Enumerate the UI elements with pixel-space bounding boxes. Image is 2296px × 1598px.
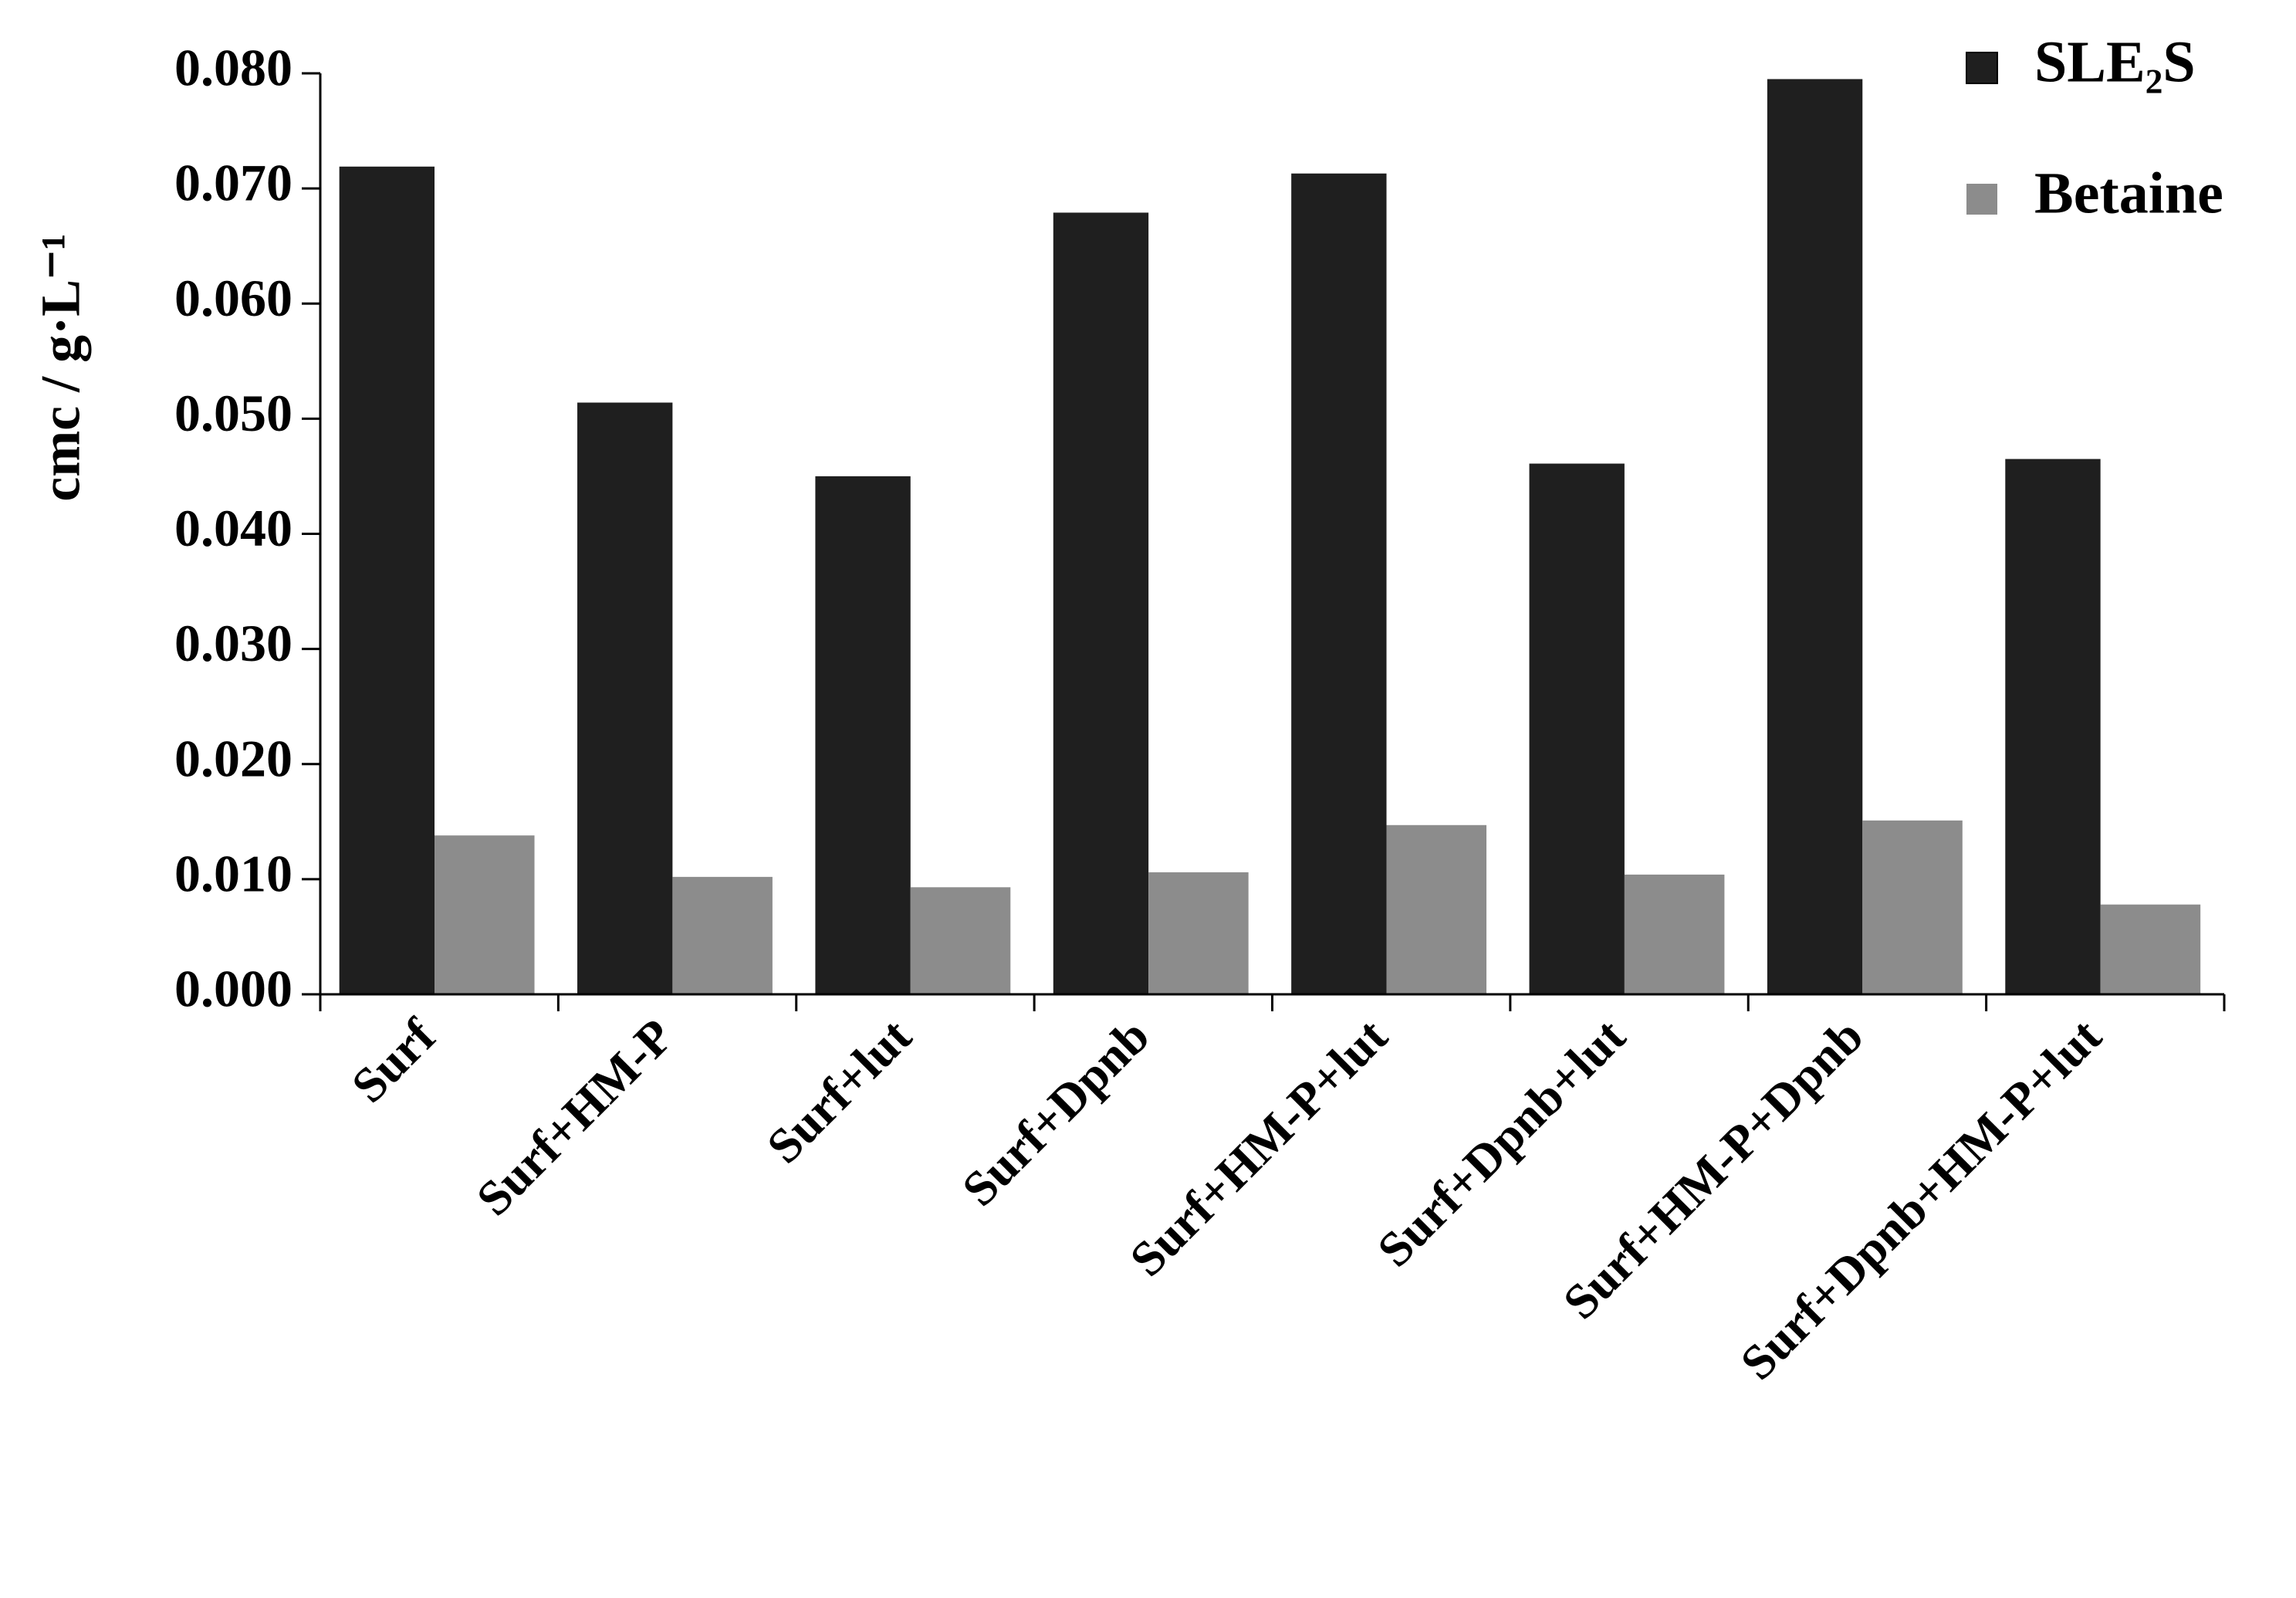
y-tick-label: 0.070 (174, 154, 292, 212)
y-tick-label: 0.030 (174, 614, 292, 672)
bar (339, 166, 435, 994)
y-tick-label: 0.010 (174, 844, 292, 902)
y-tick-label: 0.060 (174, 269, 292, 327)
bar (1291, 173, 1387, 994)
legend-swatch (1966, 52, 1998, 84)
bar (1053, 212, 1149, 994)
bar (1529, 463, 1625, 994)
y-tick-label: 0.040 (174, 499, 292, 557)
y-tick-label: 0.080 (174, 39, 292, 97)
bar (2100, 904, 2201, 994)
y-tick-label: 0.020 (174, 729, 292, 787)
legend-label: SLE₂S (2034, 29, 2196, 94)
bar (1767, 79, 1863, 994)
bar (815, 476, 911, 994)
y-tick-label: 0.050 (174, 384, 292, 442)
y-tick-label: 0.000 (174, 960, 292, 1018)
bar (910, 887, 1011, 994)
bar (2005, 459, 2101, 994)
legend-swatch (1966, 184, 1997, 215)
legend-label: Betaine (2034, 161, 2223, 225)
bar (1862, 820, 1963, 994)
bar (1386, 824, 1487, 994)
bar (1624, 874, 1725, 994)
bar (577, 402, 673, 994)
bar (672, 876, 773, 994)
y-axis-label: cmc / g·L⁻¹ (30, 233, 92, 502)
bar (1148, 872, 1249, 994)
bar (435, 835, 535, 994)
